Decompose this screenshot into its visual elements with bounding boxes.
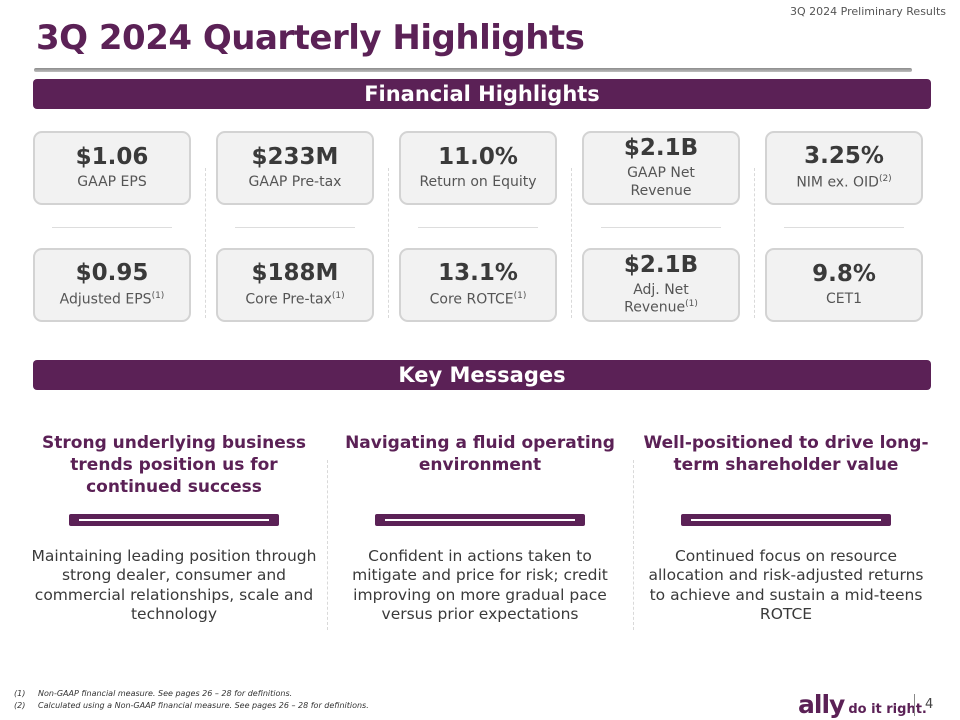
metric-label-text: Adjusted EPS — [59, 291, 152, 308]
metric-label: GAAP Pre-tax — [249, 174, 342, 192]
metric-value: 11.0% — [438, 143, 518, 170]
footnote-ref: (1) — [331, 290, 345, 301]
metric-value: $0.95 — [75, 260, 149, 287]
column-divider — [388, 168, 389, 318]
metric-label: Adjusted EPS(1) — [60, 291, 165, 309]
key-message-body: Maintaining leading position through str… — [31, 547, 317, 624]
metric-card-gaap-pretax: $233M GAAP Pre-tax — [216, 131, 374, 205]
column-divider — [327, 460, 328, 630]
row-divider — [52, 227, 172, 228]
message-divider-bar — [375, 514, 585, 526]
metric-label-text: Core Pre-tax — [245, 291, 332, 308]
footnote-mark: (2) — [14, 701, 26, 711]
metric-label: GAAP EPS — [77, 174, 146, 192]
column-divider — [205, 168, 206, 318]
row-divider — [601, 227, 721, 228]
metric-label: Return on Equity — [419, 174, 536, 192]
metric-label-text: GAAP EPS — [77, 173, 147, 190]
metric-label: Core Pre-tax(1) — [245, 291, 344, 309]
key-message-heading: Strong underlying business trends positi… — [42, 433, 306, 498]
footnote-text: Calculated using a Non-GAAP financial me… — [38, 701, 369, 711]
logo-tagline: do it right. — [848, 702, 927, 717]
row-divider — [418, 227, 538, 228]
footnote: (2) Calculated using a Non-GAAP financia… — [14, 700, 369, 712]
metric-value: $2.1B — [623, 134, 699, 161]
metric-card-adj-net-revenue: $2.1B Adj. Net Revenue(1) — [582, 248, 740, 322]
key-messages-header: Key Messages — [33, 360, 931, 390]
metric-value: $233M — [251, 143, 339, 170]
metric-label: CET1 — [826, 291, 862, 309]
metric-label-text: GAAP Net Revenue — [627, 165, 695, 199]
key-message-heading: Well-positioned to drive long-term share… — [643, 433, 929, 476]
footnote-ref: (1) — [513, 290, 527, 301]
metric-label: Adj. Net Revenue(1) — [611, 282, 711, 318]
metric-value: $2.1B — [623, 251, 699, 278]
metric-value: 13.1% — [438, 260, 518, 287]
message-divider-bar — [69, 514, 279, 526]
metric-value: $188M — [251, 260, 339, 287]
footnote-mark: (1) — [14, 689, 26, 698]
metric-card-adjusted-eps: $0.95 Adjusted EPS(1) — [33, 248, 191, 322]
row-divider — [784, 227, 904, 228]
key-message-body: Continued focus on resource allocation a… — [648, 547, 924, 624]
logo-wordmark: ally — [798, 690, 845, 719]
footnote-text: Non-GAAP financial measure. See pages 26… — [38, 689, 293, 698]
key-message-heading: Navigating a fluid operating environment — [345, 433, 615, 476]
metric-card-gaap-net-revenue: $2.1B GAAP Net Revenue — [582, 131, 740, 205]
metric-card-core-rotce: 13.1% Core ROTCE(1) — [399, 248, 557, 322]
page-title: 3Q 2024 Quarterly Highlights — [36, 18, 585, 58]
metric-value: 9.8% — [812, 260, 876, 287]
metric-card-roe: 11.0% Return on Equity — [399, 131, 557, 205]
page-number: 4 — [925, 697, 934, 712]
metric-label: NIM ex. OID(2) — [796, 174, 891, 192]
row-divider — [235, 227, 355, 228]
key-message-column-1: Strong underlying business trends positi… — [29, 432, 319, 498]
metric-value: $1.06 — [75, 143, 149, 170]
title-rule — [34, 68, 912, 72]
footnote-ref: (2) — [878, 173, 892, 184]
metric-label-text: GAAP Pre-tax — [248, 173, 342, 190]
message-divider-bar — [681, 514, 891, 526]
metric-label-text: Adj. Net Revenue — [624, 281, 689, 316]
key-message-column-3: Well-positioned to drive long-term share… — [641, 432, 931, 476]
footer-divider — [914, 694, 915, 716]
metric-card-nim: 3.25% NIM ex. OID(2) — [765, 131, 923, 205]
metric-card-core-pretax: $188M Core Pre-tax(1) — [216, 248, 374, 322]
footnotes: (1) Non-GAAP financial measure. See page… — [14, 688, 369, 713]
footnote: (1) Non-GAAP financial measure. See page… — [14, 688, 369, 700]
metric-label-text: Return on Equity — [419, 173, 537, 190]
column-divider — [633, 460, 634, 630]
metric-label: GAAP Net Revenue — [611, 165, 711, 200]
metric-label-text: Core ROTCE — [429, 291, 514, 308]
top-right-label: 3Q 2024 Preliminary Results — [790, 5, 946, 18]
key-message-body: Confident in actions taken to mitigate a… — [352, 547, 608, 624]
column-divider — [754, 168, 755, 318]
footnote-ref: (1) — [151, 290, 165, 301]
ally-logo: ally do it right. — [798, 690, 927, 719]
metric-value: 3.25% — [804, 143, 884, 170]
metric-label-text: NIM ex. OID — [796, 174, 879, 191]
metric-card-gaap-eps: $1.06 GAAP EPS — [33, 131, 191, 205]
metric-label-text: CET1 — [825, 290, 863, 307]
metric-label: Core ROTCE(1) — [430, 291, 527, 309]
metric-card-cet1: 9.8% CET1 — [765, 248, 923, 322]
financial-highlights-header: Financial Highlights — [33, 79, 931, 109]
column-divider — [571, 168, 572, 318]
key-message-column-2: Navigating a fluid operating environment — [335, 432, 625, 476]
footnote-ref: (1) — [685, 299, 698, 310]
